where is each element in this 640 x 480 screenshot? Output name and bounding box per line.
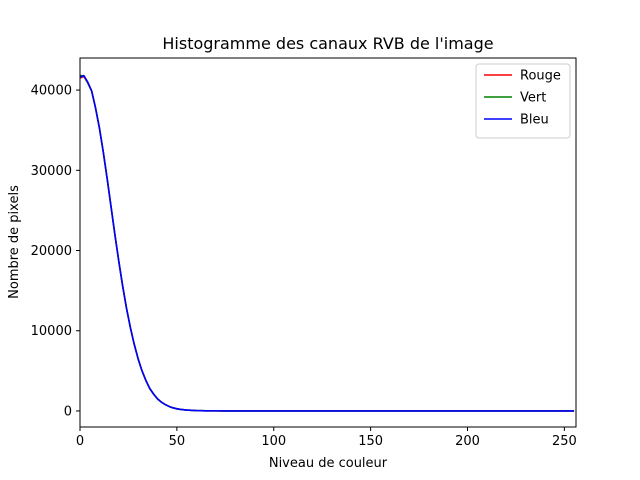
series-layer xyxy=(79,74,575,412)
x-axis-label: Niveau de couleur xyxy=(269,456,388,471)
y-tick-label: 40000 xyxy=(31,84,72,99)
y-tick-label: 10000 xyxy=(31,324,72,339)
x-tick-label: 0 xyxy=(76,434,84,449)
y-tick-label: 20000 xyxy=(31,244,72,259)
plot-frame xyxy=(79,57,577,428)
legend-label-rouge: Rouge xyxy=(520,69,561,84)
y-axis: 0 10000 20000 30000 40000 xyxy=(31,84,80,419)
chart-title: Histogramme des canaux RVB de l'image xyxy=(162,34,493,53)
x-tick-label: 100 xyxy=(261,434,286,449)
x-tick-label: 50 xyxy=(169,434,186,449)
y-axis-label: Nombre de pixels xyxy=(7,185,22,299)
y-tick-label: 0 xyxy=(64,404,72,419)
y-tick-label: 30000 xyxy=(31,164,72,179)
legend-label-bleu: Bleu xyxy=(520,113,549,128)
series-line-bleu xyxy=(79,74,575,412)
x-tick-label: 200 xyxy=(455,434,480,449)
x-tick-label: 150 xyxy=(358,434,383,449)
x-axis: 0 50 100 150 200 250 xyxy=(76,427,577,449)
x-tick-label: 250 xyxy=(552,434,577,449)
legend-label-vert: Vert xyxy=(520,91,546,106)
legend: Rouge Vert Bleu xyxy=(475,63,571,139)
